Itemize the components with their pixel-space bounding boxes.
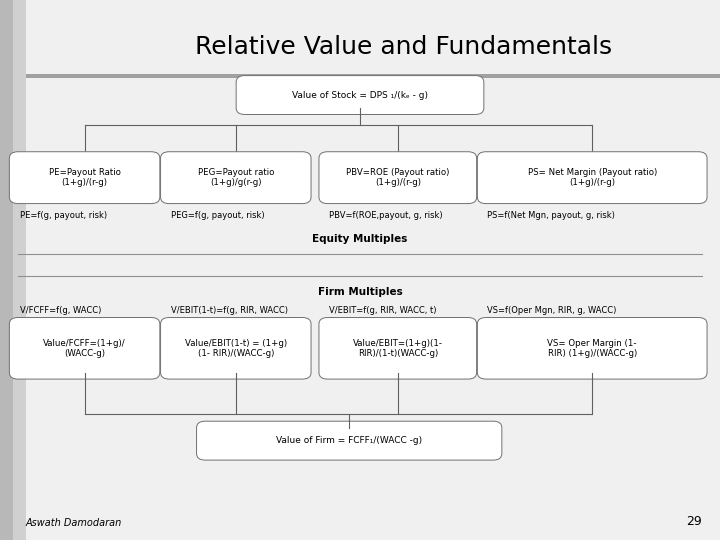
FancyBboxPatch shape	[477, 318, 707, 379]
FancyBboxPatch shape	[236, 76, 484, 114]
Text: Firm Multiples: Firm Multiples	[318, 287, 402, 296]
FancyBboxPatch shape	[9, 152, 160, 204]
Text: V/EBIT(1-t)=f(g, RIR, WACC): V/EBIT(1-t)=f(g, RIR, WACC)	[171, 306, 288, 315]
Text: Equity Multiples: Equity Multiples	[312, 234, 408, 244]
Text: VS=f(Oper Mgn, RIR, g, WACC): VS=f(Oper Mgn, RIR, g, WACC)	[487, 306, 617, 315]
Text: Aswath Damodaran: Aswath Damodaran	[26, 518, 122, 528]
Text: PS=f(Net Mgn, payout, g, risk): PS=f(Net Mgn, payout, g, risk)	[487, 212, 616, 220]
Text: Value/EBIT(1-t) = (1+g)
(1- RIR)/(WACC-g): Value/EBIT(1-t) = (1+g) (1- RIR)/(WACC-g…	[185, 339, 287, 358]
Text: PEG=f(g, payout, risk): PEG=f(g, payout, risk)	[171, 212, 264, 220]
Text: 29: 29	[686, 515, 702, 528]
FancyBboxPatch shape	[477, 152, 707, 204]
Text: Relative Value and Fundamentals: Relative Value and Fundamentals	[194, 35, 612, 59]
Text: Value/FCFF=(1+g)/
(WACC-g): Value/FCFF=(1+g)/ (WACC-g)	[43, 339, 126, 358]
FancyBboxPatch shape	[161, 318, 311, 379]
FancyBboxPatch shape	[161, 152, 311, 204]
Text: Value of Stock = DPS ₁/(kₑ - g): Value of Stock = DPS ₁/(kₑ - g)	[292, 91, 428, 99]
Text: PE=Payout Ratio
(1+g)/(r-g): PE=Payout Ratio (1+g)/(r-g)	[49, 168, 120, 187]
Text: V/FCFF=f(g, WACC): V/FCFF=f(g, WACC)	[20, 306, 102, 315]
Text: PBV=ROE (Payout ratio)
(1+g)/(r-g): PBV=ROE (Payout ratio) (1+g)/(r-g)	[346, 168, 449, 187]
FancyBboxPatch shape	[9, 318, 160, 379]
Text: VS= Oper Margin (1-
RIR) (1+g)/(WACC-g): VS= Oper Margin (1- RIR) (1+g)/(WACC-g)	[547, 339, 637, 358]
FancyBboxPatch shape	[0, 0, 13, 540]
Text: PE=f(g, payout, risk): PE=f(g, payout, risk)	[20, 212, 107, 220]
FancyBboxPatch shape	[319, 152, 477, 204]
FancyBboxPatch shape	[26, 74, 720, 78]
FancyBboxPatch shape	[13, 0, 26, 540]
Text: V/EBIT=f(g, RIR, WACC, t): V/EBIT=f(g, RIR, WACC, t)	[329, 306, 436, 315]
FancyBboxPatch shape	[197, 421, 502, 460]
Text: PS= Net Margin (Payout ratio)
(1+g)/(r-g): PS= Net Margin (Payout ratio) (1+g)/(r-g…	[528, 168, 657, 187]
Text: PEG=Payout ratio
(1+g)/g(r-g): PEG=Payout ratio (1+g)/g(r-g)	[197, 168, 274, 187]
Text: PBV=f(ROE,payout, g, risk): PBV=f(ROE,payout, g, risk)	[329, 212, 443, 220]
Text: Value/EBIT=(1+g)(1-
RIR)/(1-t)(WACC-g): Value/EBIT=(1+g)(1- RIR)/(1-t)(WACC-g)	[353, 339, 443, 358]
FancyBboxPatch shape	[319, 318, 477, 379]
Text: Value of Firm = FCFF₁/(WACC -g): Value of Firm = FCFF₁/(WACC -g)	[276, 436, 422, 445]
